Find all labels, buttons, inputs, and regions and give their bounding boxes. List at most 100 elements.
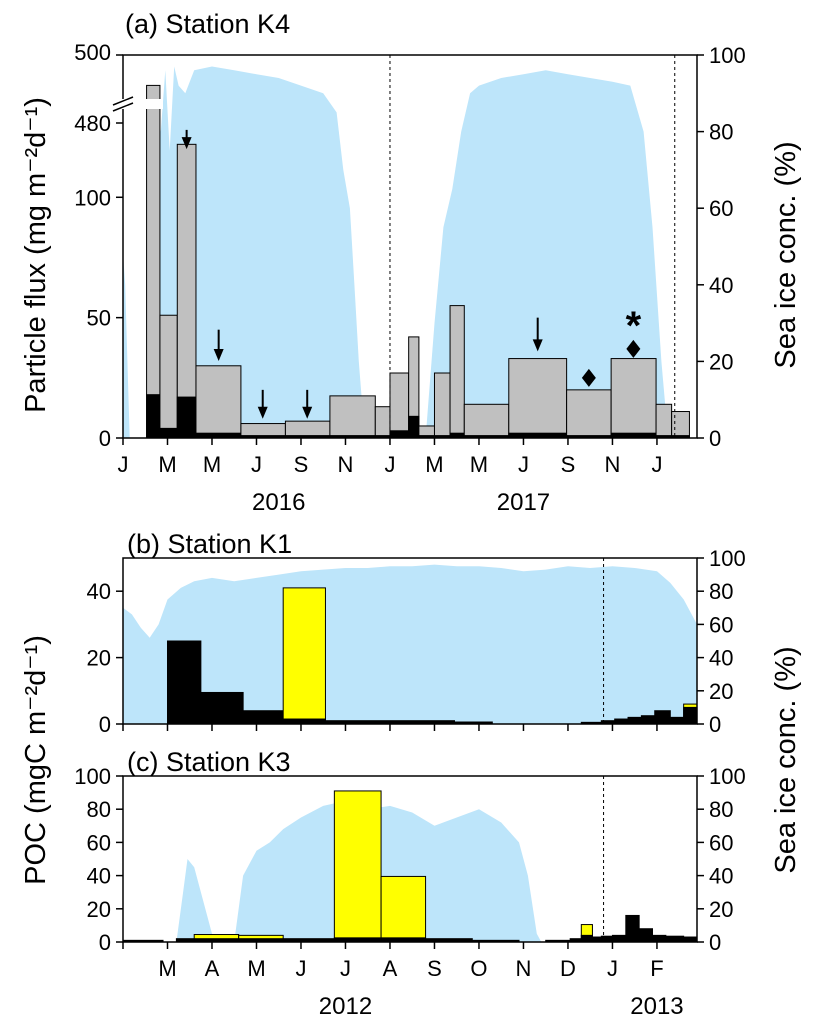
panel-a-bar-poc-9 xyxy=(408,415,420,438)
panel-a-arrow-head-4 xyxy=(532,339,543,352)
panel-b-bar-poc-12 xyxy=(669,716,685,724)
panel-c-x-tick-label-8: O xyxy=(470,956,487,981)
panel-a-bar-total-12 xyxy=(449,305,465,438)
panel-a-year-label-0: 2016 xyxy=(252,489,305,516)
panel-c-y2-tick-label-4: 80 xyxy=(709,797,733,822)
panel-a-y2-tick-label-3: 60 xyxy=(709,196,733,221)
panel-c-x-tick-label-4: J xyxy=(295,956,306,981)
panel-a-x-tick-label-2: M xyxy=(203,452,221,477)
panel-a-x-tick-label-1: M xyxy=(158,452,176,477)
panel-a-bar-total-16 xyxy=(610,358,657,438)
panel-a-x-tick-label-6: J xyxy=(384,452,395,477)
panel-b-bar-poc-11 xyxy=(654,710,671,724)
panel-c-y-tick-label-4: 80 xyxy=(87,797,111,822)
panel-a-y-break-label-top: 500 xyxy=(74,40,111,65)
panel-bc-y2-axis-label: Sea ice conc. (%) xyxy=(770,646,802,873)
panel-a-bar-poc-1 xyxy=(159,427,178,438)
panel-a-arrow-head-0 xyxy=(181,137,192,150)
panel-b-bar-poc-1 xyxy=(200,691,244,724)
panel-c-x-tick-label-2: A xyxy=(205,956,220,981)
panel-c-bar-total-5 xyxy=(333,790,382,942)
panel-bc-y-axis-label: POC (mgC m⁻²d⁻¹) xyxy=(20,635,52,885)
panel-a-axes: 0 50 100 500 480 0 20 40 60 80 100 J M M J S N J M M J S N J 201… xyxy=(74,40,745,516)
panel-a-bar-total-0 xyxy=(146,84,161,438)
panel-a-y-tick-label-0: 0 xyxy=(99,426,111,451)
panel-c-y-tick-label-1: 20 xyxy=(87,897,111,922)
panel-a-y2-tick-label-1: 20 xyxy=(709,349,733,374)
panel-c-bar-poc-11 xyxy=(580,934,593,942)
panel-a-bar-total-15 xyxy=(566,389,612,438)
panel-c-bars xyxy=(123,790,697,942)
panel-c-axes: 0 20 40 60 80 100 0 20 40 60 80 100 M A M J J A S O N D J F 2012… xyxy=(74,764,745,1020)
panel-b-y2-tick-label-4: 80 xyxy=(709,579,733,604)
panel-c-title: (c) Station K3 xyxy=(127,747,291,777)
panel-a-axis-break-mark-2 xyxy=(112,96,134,106)
panel-b-y2-tick-label-1: 20 xyxy=(709,679,733,704)
panel-a-asterisk-marker-0: * xyxy=(626,304,642,348)
panel-c-bar-total-6 xyxy=(380,875,427,942)
panel-c-bar-total-11 xyxy=(580,924,593,942)
panel-c-y2-tick-label-5: 100 xyxy=(709,764,746,789)
panel-a-bar-total-17 xyxy=(655,403,673,438)
panel-c-sea-ice-fill xyxy=(123,800,697,942)
panel-b-y-tick-label-2: 40 xyxy=(87,579,111,604)
panel-c-y2-tick-label-3: 60 xyxy=(709,830,733,855)
panel-a-sea-ice-fill xyxy=(123,66,697,438)
panel-b-y2-tick-label-0: 0 xyxy=(709,712,721,737)
panel-b-sea-ice-fill xyxy=(123,564,697,724)
panel-a-x-tick-label-5: N xyxy=(338,452,354,477)
panel-a-year-label-1: 2017 xyxy=(497,489,550,516)
panel-c-x-tick-label-6: A xyxy=(383,956,398,981)
panel-a-bar-poc-8 xyxy=(389,430,410,438)
panel-a-bar-total-3 xyxy=(195,365,242,438)
panel-c-bar-poc-14 xyxy=(611,934,627,942)
panel-c-bar-poc-8 xyxy=(471,939,520,942)
panel-c-bar-poc-15 xyxy=(625,914,640,942)
panel-c-plot-frame xyxy=(122,775,698,943)
panel-a-x-tick-label-0: J xyxy=(118,452,129,477)
panel-a-plot-frame xyxy=(122,54,698,439)
panel-a-title: (a) Station K4 xyxy=(125,9,290,39)
panel-c-y-tick-label-2: 40 xyxy=(87,864,111,889)
panel-b-bar-poc-13 xyxy=(683,706,697,724)
panel-c-bar-poc-19 xyxy=(683,936,697,942)
panel-c-x-tick-label-1: M xyxy=(158,956,176,981)
panel-a-y2-tick-label-0: 0 xyxy=(709,426,721,451)
panel-a-y2-tick-label-4: 80 xyxy=(709,120,733,145)
panel-c-x-tick-label-10: D xyxy=(560,956,576,981)
panel-c-x-tick-label-12: F xyxy=(650,956,663,981)
panel-c-x-tick-label-11: J xyxy=(607,956,618,981)
panel-c-y2-tick-label-0: 0 xyxy=(709,930,721,955)
panel-b-sea-ice-area xyxy=(123,564,697,724)
panel-a-bar-total-8 xyxy=(389,372,410,438)
panel-a-bar-total-13 xyxy=(463,403,510,438)
panel-a-y2-axis-label: Sea ice conc. (%) xyxy=(770,141,802,368)
panel-a-axis-break-gap xyxy=(113,99,163,109)
panel-a-arrow-head-3 xyxy=(302,406,313,419)
panel-b-axes: 0 20 40 0 20 40 60 80 100 xyxy=(87,546,746,737)
panel-b-y-tick-label-0: 0 xyxy=(99,712,111,737)
panel-a-x-tick-label-10: S xyxy=(561,452,576,477)
panel-a-bar-total-1 xyxy=(159,314,178,438)
panel-c-y-tick-label-0: 0 xyxy=(99,930,111,955)
panel-b-title: (b) Station K1 xyxy=(127,529,292,559)
panel-c-y2-tick-label-1: 20 xyxy=(709,897,733,922)
panel-c-year-label-0: 2012 xyxy=(319,993,372,1020)
panel-c-x-tick-label-9: N xyxy=(516,956,532,981)
panel-a-diamond-marker-1 xyxy=(626,339,641,358)
panel-a-axis-break-mark-1 xyxy=(112,102,134,112)
panel-a-x-tick-label-4: S xyxy=(294,452,309,477)
panel-a-sea-ice-area xyxy=(123,66,697,438)
panel-c-sea-ice-area xyxy=(123,800,697,942)
panel-a-x-tick-label-11: N xyxy=(605,452,621,477)
panel-b-plot-frame xyxy=(122,557,698,725)
panel-a-arrow-head-1 xyxy=(213,348,224,361)
panel-c-y-tick-label-5: 100 xyxy=(74,764,111,789)
panel-b-bar-poc-10 xyxy=(640,715,656,724)
panel-a: * 0 50 100 500 480 0 20 40 60 80 100 J M M J S N J M M J S N J 2… xyxy=(74,9,745,516)
panel-a-y2-tick-label-2: 40 xyxy=(709,273,733,298)
panel-a-bars xyxy=(146,84,690,438)
panel-a-y-tick-label-1: 50 xyxy=(87,306,111,331)
panel-c: 0 20 40 60 80 100 0 20 40 60 80 100 M A M J J A S O N D J F 2012… xyxy=(74,747,745,1020)
panel-a-bar-total-11 xyxy=(433,372,451,438)
